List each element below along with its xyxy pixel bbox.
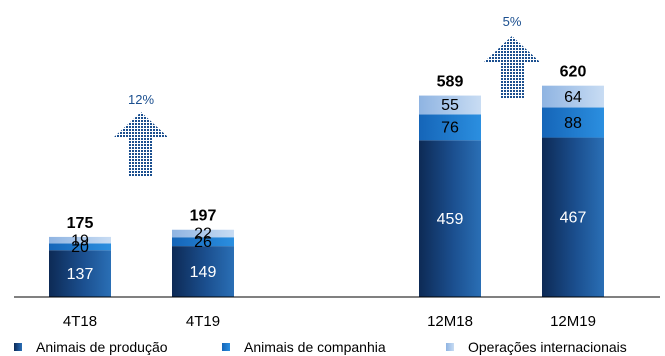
data-label-4T18-series-1: 20 xyxy=(71,239,89,256)
legend-swatch-series-0 xyxy=(14,343,22,351)
bar-4T18-series-1 xyxy=(49,243,111,251)
x-tick-12M19: 12M19 xyxy=(550,313,596,330)
legend-swatch-series-1 xyxy=(222,343,230,351)
bar-4T19-series-0 xyxy=(172,246,234,297)
total-label-12M18: 589 xyxy=(437,74,464,91)
data-label-12M19-series-2: 64 xyxy=(564,89,582,106)
bar-12M19-series-2 xyxy=(542,85,604,108)
x-tick-4T18: 4T18 xyxy=(63,313,97,330)
bar-4T18-series-2 xyxy=(49,236,111,244)
bar-12M18-series-2 xyxy=(419,95,481,115)
growth-arrow-icon xyxy=(484,36,540,98)
bar-4T19-series-2 xyxy=(172,229,234,238)
data-label-12M19-series-0: 467 xyxy=(560,210,587,227)
growth-arrow-icon xyxy=(113,112,169,176)
total-label-4T18: 175 xyxy=(67,215,94,232)
legend-label-series-1: Animais de companhia xyxy=(244,339,386,355)
data-label-12M18-series-2: 55 xyxy=(441,97,459,114)
total-label-4T19: 197 xyxy=(190,208,217,225)
bar-12M19-series-1 xyxy=(542,107,604,138)
growth-label: 5% xyxy=(503,14,522,29)
data-label-4T19-series-0: 149 xyxy=(190,264,217,281)
legend-label-series-2: Operações internacionais xyxy=(468,339,627,355)
x-tick-12M18: 12M18 xyxy=(427,313,473,330)
ticks-layer: 4T18 4T19 12M18 12M19 xyxy=(63,313,596,330)
growth-layer: 12% 5% xyxy=(113,14,540,176)
bar-12M18-series-0 xyxy=(419,140,481,297)
data-label-12M19-series-1: 88 xyxy=(564,115,582,132)
data-label-4T18-series-2: 19 xyxy=(71,232,89,249)
legend-swatch-series-2 xyxy=(446,343,454,351)
bars-layer xyxy=(49,85,604,297)
bar-4T19-series-1 xyxy=(172,237,234,247)
data-label-12M18-series-0: 459 xyxy=(437,211,464,228)
data-label-4T18-series-0: 137 xyxy=(67,266,94,283)
data-label-4T19-series-1: 26 xyxy=(194,234,212,251)
growth-label: 12% xyxy=(128,92,154,107)
total-label-12M19: 620 xyxy=(560,64,587,81)
data-label-4T19-series-2: 22 xyxy=(194,226,212,243)
legend-label-series-0: Animais de produção xyxy=(36,339,168,355)
bar-12M19-series-0 xyxy=(542,137,604,297)
legend: Animais de produção Animais de companhia O… xyxy=(14,339,627,355)
bar-12M18-series-1 xyxy=(419,114,481,141)
bar-4T18-series-0 xyxy=(49,250,111,297)
x-tick-4T19: 4T19 xyxy=(186,313,220,330)
data-label-12M18-series-1: 76 xyxy=(441,120,459,137)
